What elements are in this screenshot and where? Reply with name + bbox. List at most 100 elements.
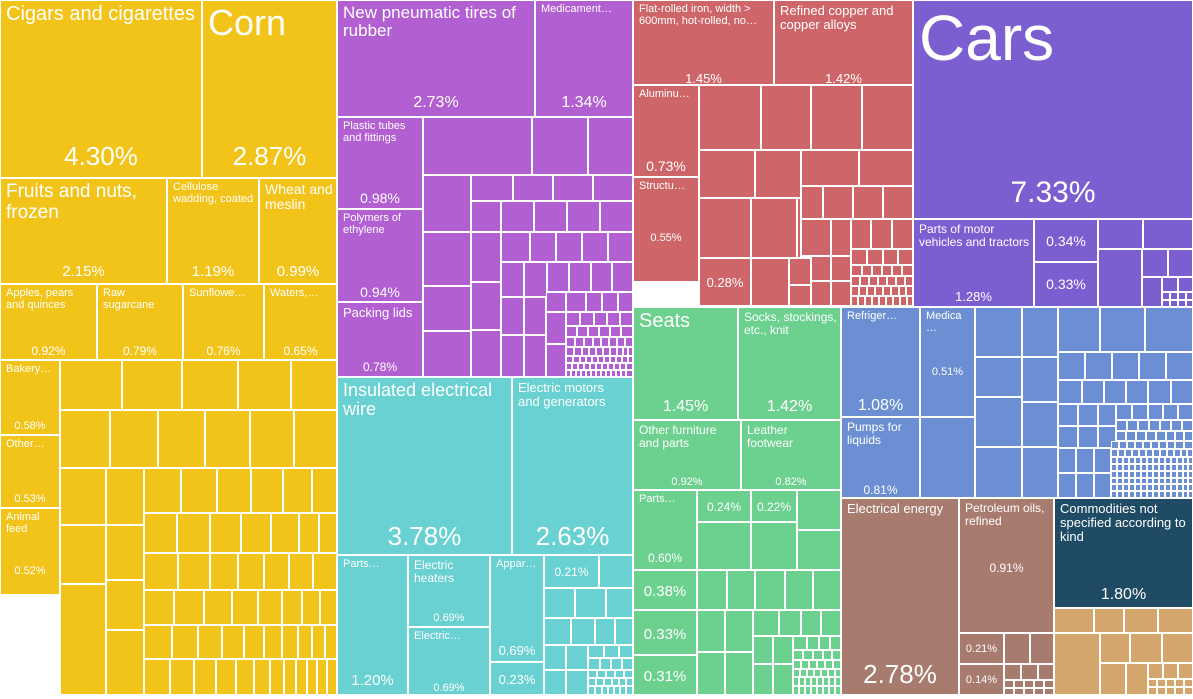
cell-label: Fruits and nuts, frozen <box>6 181 137 223</box>
treemap-cell <box>1146 449 1153 457</box>
cell-percentage: 1.45% <box>685 71 722 85</box>
treemap-cell <box>1157 687 1166 695</box>
treemap-cell <box>1127 420 1138 431</box>
cell-label: Socks, stockings, etc., knit <box>744 310 837 337</box>
treemap-cell-raw-sugarcane: Raw sugarcane 0.79% <box>97 284 183 360</box>
cell-label: Waters,… <box>270 287 319 299</box>
treemap-cell <box>898 249 913 265</box>
treemap-cell <box>312 625 325 659</box>
cell-label: Petroleum oils, refined <box>965 501 1045 528</box>
treemap-cell <box>1166 679 1175 687</box>
treemap-cell <box>1148 663 1163 679</box>
treemap-cell <box>1177 484 1183 491</box>
treemap-cell <box>566 356 573 363</box>
treemap-cell-cellulose-wadding-coated: Cellulose wadding, coated 1.19% <box>167 178 259 284</box>
cell-percentage: 0.34% <box>1046 233 1086 249</box>
treemap-cell-electric: Electric… 0.69% <box>408 627 490 695</box>
treemap-cell-cars: Cars 7.33% <box>913 0 1193 219</box>
cell-label: Raw sugarcane <box>103 287 155 311</box>
cell-label: Seats <box>639 310 691 332</box>
treemap-cell <box>588 670 597 678</box>
treemap-cell <box>1139 449 1146 457</box>
treemap-cell <box>594 312 607 326</box>
treemap-cell <box>1135 484 1141 491</box>
treemap-cell <box>614 363 620 370</box>
treemap-cell-cell: 0.38% <box>633 570 697 610</box>
treemap-cell <box>194 659 216 695</box>
treemap-cell <box>699 198 751 258</box>
treemap-cell <box>865 296 872 306</box>
treemap-cell <box>264 553 289 590</box>
treemap-cell <box>423 175 471 232</box>
cell-percentage: 0.58% <box>14 420 46 432</box>
treemap-cell <box>779 610 801 636</box>
treemap-cell <box>296 659 307 695</box>
cell-label: Corn <box>208 2 287 43</box>
treemap-cell <box>204 590 232 625</box>
treemap-cell <box>144 625 172 659</box>
treemap-cell <box>805 686 811 695</box>
treemap-cell <box>1141 471 1147 478</box>
cell-percentage: 0.23% <box>498 672 536 687</box>
treemap-cell <box>238 360 291 410</box>
treemap-cell <box>1167 441 1175 449</box>
cell-percentage: 0.94% <box>360 284 400 300</box>
treemap-cell <box>608 686 614 695</box>
treemap-cell <box>574 347 582 356</box>
treemap-cell <box>222 625 244 659</box>
treemap-cell <box>612 678 619 686</box>
treemap-cell-other: Other… 0.53% <box>0 435 60 508</box>
treemap-cell <box>580 356 586 363</box>
treemap-cell <box>823 186 853 219</box>
treemap-cell <box>809 660 817 669</box>
treemap-cell <box>566 326 577 337</box>
treemap-cell <box>626 370 633 377</box>
treemap-cell <box>588 326 599 337</box>
treemap-cell <box>831 219 851 256</box>
treemap-cell <box>596 363 602 370</box>
treemap-cell-cell: 0.21% <box>544 555 599 588</box>
treemap-cell <box>60 410 110 468</box>
treemap-cell <box>1167 449 1174 457</box>
treemap-cell <box>544 645 566 670</box>
treemap-cell <box>1116 420 1127 431</box>
cell-label: Cars <box>919 2 1055 74</box>
treemap-cell <box>831 256 851 281</box>
treemap-cell <box>801 186 823 219</box>
cell-percentage: 0.14% <box>965 674 998 686</box>
treemap-cell <box>1135 471 1141 478</box>
treemap-cell <box>900 296 907 306</box>
treemap-cell <box>244 625 264 659</box>
treemap-cell <box>60 360 122 410</box>
cell-label: Insulated electrical wire <box>343 380 493 420</box>
treemap-cell <box>1139 352 1166 380</box>
treemap-cell <box>1178 277 1193 292</box>
cell-percentage: 0.55% <box>650 232 682 244</box>
treemap-cell <box>1165 478 1171 484</box>
treemap-cell <box>327 659 337 695</box>
cell-label: Packing lids <box>343 305 413 320</box>
treemap-cell <box>596 347 603 356</box>
treemap-cell <box>589 347 596 356</box>
treemap-cell <box>534 201 567 232</box>
treemap-cell <box>697 652 725 695</box>
treemap-cell <box>1024 680 1034 688</box>
treemap-cell <box>1159 471 1165 478</box>
cell-percentage: 0.52% <box>14 565 46 577</box>
treemap-cell <box>811 281 831 306</box>
treemap-cell <box>1124 608 1158 633</box>
treemap-cell <box>625 337 633 347</box>
treemap-cell <box>608 363 614 370</box>
treemap-cell <box>575 588 606 618</box>
cell-label: Flat-rolled iron, width > 600mm, hot-rol… <box>639 3 757 27</box>
cell-percentage: 1.42% <box>825 71 862 85</box>
treemap-cell <box>1123 471 1129 478</box>
treemap-cell <box>1163 663 1178 679</box>
treemap-cell <box>1141 457 1147 464</box>
treemap-cell <box>725 652 753 695</box>
treemap-cell <box>501 262 524 297</box>
treemap-cell <box>1078 404 1098 426</box>
treemap-cell <box>60 525 106 584</box>
treemap-cell <box>1058 352 1085 380</box>
treemap-cell <box>617 337 625 347</box>
